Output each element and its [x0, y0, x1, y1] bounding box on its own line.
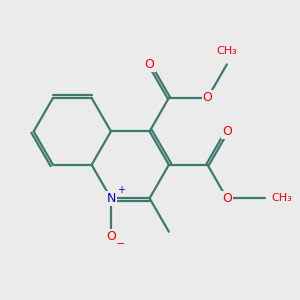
Text: O: O: [145, 58, 154, 71]
Text: O: O: [106, 230, 116, 243]
Text: −: −: [116, 239, 126, 249]
Text: O: O: [202, 92, 212, 104]
Text: CH₃: CH₃: [271, 193, 292, 203]
Text: CH₃: CH₃: [217, 46, 237, 56]
Text: O: O: [222, 192, 232, 205]
Text: O: O: [222, 125, 232, 138]
Text: N: N: [106, 192, 116, 205]
Text: +: +: [117, 185, 124, 195]
